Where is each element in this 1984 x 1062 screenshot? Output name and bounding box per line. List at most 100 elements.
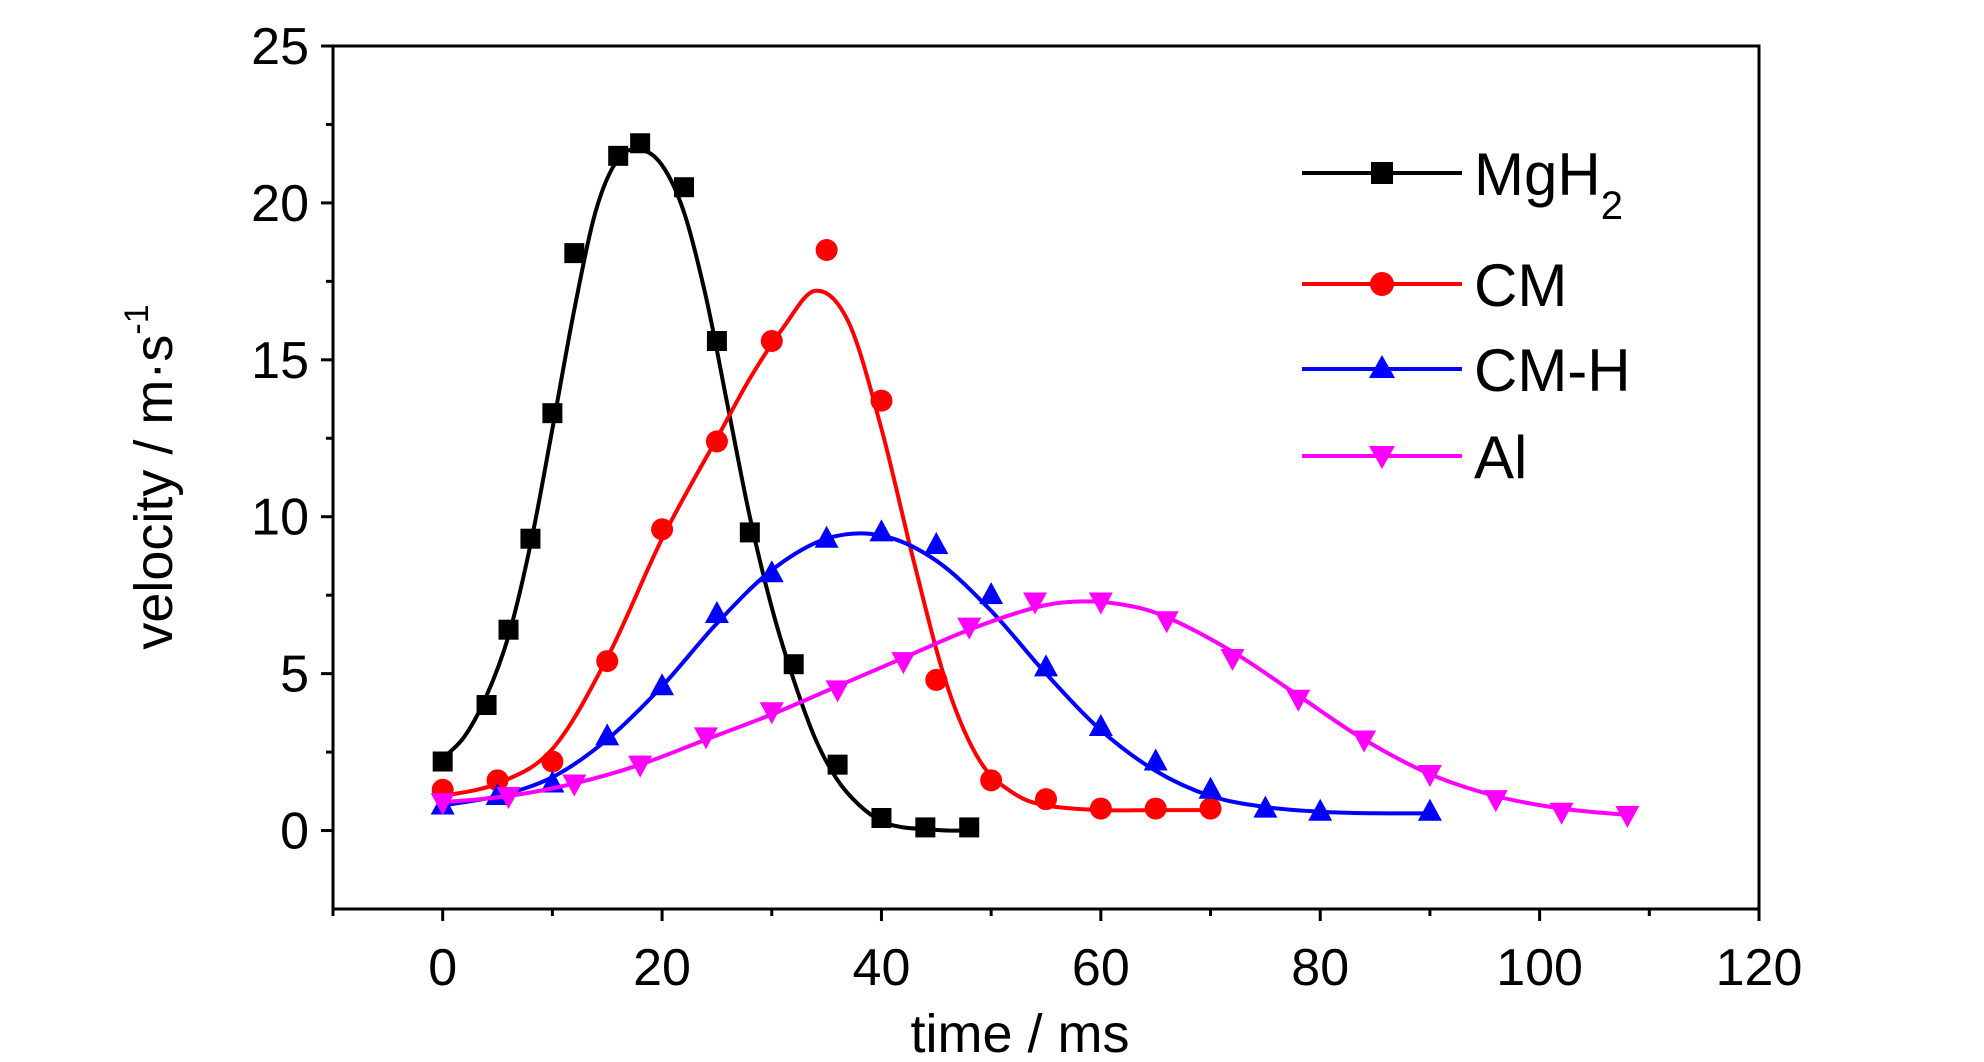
legend-item-cm: CM bbox=[1302, 252, 1567, 319]
data-point bbox=[542, 403, 563, 424]
legend-marker-square bbox=[1371, 162, 1393, 184]
x-tick-label: 0 bbox=[428, 939, 457, 997]
data-point bbox=[1199, 797, 1222, 820]
legend-item-al: Al bbox=[1302, 424, 1527, 491]
x-axis-title: time / ms bbox=[910, 1004, 1129, 1062]
data-point bbox=[1220, 648, 1245, 671]
data-point bbox=[915, 817, 936, 838]
legend-label-al: Al bbox=[1474, 424, 1527, 491]
series-layer bbox=[430, 133, 1640, 838]
data-point bbox=[520, 528, 541, 549]
x-tick-label: 120 bbox=[1716, 939, 1803, 997]
data-point bbox=[430, 793, 455, 816]
data-point bbox=[432, 751, 453, 772]
legend-marker-circle bbox=[1370, 272, 1394, 296]
x-tick-label: 60 bbox=[1072, 939, 1130, 997]
legend-label-cm-h: CM-H bbox=[1474, 337, 1631, 404]
data-point bbox=[759, 702, 784, 725]
data-point bbox=[496, 787, 521, 810]
data-point bbox=[1088, 713, 1113, 736]
data-point bbox=[827, 754, 848, 775]
data-point bbox=[595, 723, 620, 746]
y-tick-label: 25 bbox=[251, 18, 309, 76]
data-point bbox=[1483, 790, 1508, 813]
data-point bbox=[1417, 765, 1442, 788]
y-tick-label: 0 bbox=[280, 803, 309, 861]
data-point bbox=[1198, 776, 1223, 799]
data-point bbox=[628, 755, 653, 778]
y-tick-label: 5 bbox=[280, 646, 309, 704]
y-tick-label: 15 bbox=[251, 332, 309, 390]
data-point bbox=[959, 817, 980, 838]
y-tick-label: 10 bbox=[251, 489, 309, 547]
data-point bbox=[979, 582, 1004, 605]
data-point bbox=[957, 617, 982, 640]
data-point bbox=[739, 522, 760, 543]
data-point bbox=[651, 518, 674, 541]
data-point bbox=[1615, 805, 1640, 828]
legend-marker-triangle-up bbox=[1369, 355, 1395, 378]
legend-label-mgh2: MgH2 bbox=[1474, 141, 1623, 228]
data-point bbox=[759, 560, 784, 583]
data-point bbox=[783, 654, 804, 675]
data-point bbox=[706, 330, 727, 351]
data-point bbox=[541, 750, 564, 773]
x-tick-label: 40 bbox=[853, 939, 911, 997]
data-point bbox=[486, 769, 509, 792]
data-point bbox=[705, 430, 728, 453]
data-point bbox=[760, 329, 783, 352]
axes: 0 20 40 60 80 100 120 0 5 10 15 20 25 bbox=[251, 18, 1802, 997]
plot-frame bbox=[331, 44, 1761, 911]
data-point bbox=[1144, 797, 1167, 820]
y-axis-title: velocity / m·s-1 bbox=[118, 304, 184, 649]
data-point bbox=[650, 673, 675, 696]
data-point bbox=[1023, 592, 1048, 615]
x-tick-label: 100 bbox=[1496, 939, 1583, 997]
legend-item-cm-h: CM-H bbox=[1302, 337, 1631, 404]
series-cm bbox=[431, 238, 1222, 820]
data-point bbox=[608, 145, 629, 166]
data-point bbox=[476, 695, 497, 716]
data-point bbox=[498, 619, 519, 640]
data-point bbox=[825, 680, 850, 703]
legend-item-mgh2: MgH2 bbox=[1302, 141, 1623, 228]
data-point bbox=[891, 652, 916, 675]
x-tick-label: 20 bbox=[633, 939, 691, 997]
data-point bbox=[871, 807, 892, 828]
data-point bbox=[814, 525, 839, 548]
data-point bbox=[1253, 795, 1278, 818]
data-point bbox=[1286, 689, 1311, 712]
legend-label-mgh2-main: MgH bbox=[1474, 141, 1601, 208]
data-point bbox=[1417, 798, 1442, 821]
data-point bbox=[704, 601, 729, 624]
data-point bbox=[562, 774, 587, 797]
data-point bbox=[869, 519, 894, 542]
data-point bbox=[925, 668, 948, 691]
data-point bbox=[980, 769, 1003, 792]
data-point bbox=[1549, 802, 1574, 825]
data-point bbox=[596, 650, 619, 673]
data-point bbox=[1352, 730, 1377, 753]
data-point bbox=[693, 727, 718, 750]
data-point bbox=[1154, 611, 1179, 634]
legend-label-cm: CM bbox=[1474, 252, 1567, 319]
legend-marker-triangle-down bbox=[1369, 446, 1395, 469]
data-point bbox=[1308, 798, 1333, 821]
data-point bbox=[564, 243, 585, 264]
data-point bbox=[1034, 654, 1058, 677]
y-axis-title-exponent: -1 bbox=[118, 304, 156, 334]
x-tick-label: 80 bbox=[1291, 939, 1349, 997]
legend-label-mgh2-subscript: 2 bbox=[1601, 184, 1623, 228]
series-mgh2 bbox=[432, 133, 980, 838]
data-point bbox=[870, 389, 893, 412]
data-point bbox=[1089, 797, 1112, 820]
data-point bbox=[630, 133, 651, 154]
legend: MgH2 CM CM-H Al bbox=[1302, 141, 1631, 491]
data-point bbox=[674, 177, 695, 198]
y-tick-label: 20 bbox=[251, 175, 309, 233]
data-point bbox=[1088, 592, 1113, 615]
data-point bbox=[815, 238, 838, 261]
data-point bbox=[1143, 748, 1168, 771]
y-axis-title-main: velocity / m·s bbox=[124, 335, 184, 650]
